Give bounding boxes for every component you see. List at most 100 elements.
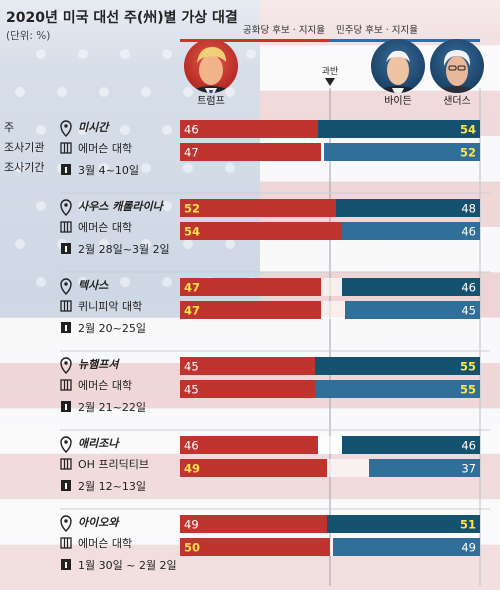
dem-bar bbox=[333, 538, 480, 556]
poll-period: 2월 12~13일 bbox=[78, 479, 146, 493]
matchup-row: 45 55 bbox=[180, 357, 480, 375]
calendar-mark bbox=[65, 246, 67, 252]
chart-title: 2020년 미국 대선 주(州)별 가상 대결 bbox=[6, 9, 238, 26]
dem-value-label: 54 bbox=[460, 123, 476, 137]
rep-legend-text: 공화당 후보 · 지지율 bbox=[243, 25, 325, 36]
calendar-icon bbox=[61, 243, 71, 254]
pollster-name: 에머슨 대학 bbox=[78, 379, 132, 392]
building-frame bbox=[60, 458, 72, 470]
rep-bar bbox=[180, 436, 318, 454]
pollster-name: 퀴니피악 대학 bbox=[78, 300, 142, 313]
row-label-pollster: 조사기관 bbox=[4, 141, 44, 154]
dem-value-label: 51 bbox=[460, 518, 476, 532]
rep-bar bbox=[180, 222, 342, 240]
rep-bar bbox=[180, 278, 321, 296]
building-frame bbox=[60, 300, 72, 312]
rep-bar bbox=[180, 120, 318, 138]
sanders-portrait bbox=[430, 39, 484, 93]
location-pin-dot bbox=[64, 361, 68, 365]
rep-bar bbox=[180, 459, 327, 477]
matchup-row: 46 46 bbox=[180, 436, 480, 454]
rep-value-label: 45 bbox=[184, 360, 199, 374]
calendar-mark bbox=[65, 404, 67, 410]
majority-marker bbox=[325, 78, 335, 86]
rep-value-label: 47 bbox=[184, 146, 199, 160]
building-frame bbox=[60, 537, 72, 549]
rep-value-label: 46 bbox=[184, 123, 199, 137]
state-name: 미시간 bbox=[78, 121, 110, 134]
building-icon bbox=[60, 221, 72, 233]
rep-value-label: 45 bbox=[184, 383, 199, 397]
rep-bar bbox=[180, 143, 321, 161]
dem-bar bbox=[327, 515, 480, 533]
dem-bar bbox=[336, 199, 480, 217]
unit-label: (단위: %) bbox=[6, 29, 50, 42]
state-name: 텍사스 bbox=[78, 279, 109, 292]
sanders-label: 샌더스 bbox=[443, 95, 471, 107]
rep-bar bbox=[180, 515, 327, 533]
location-pin-dot bbox=[64, 440, 68, 444]
dem-legend-text: 민주당 후보 · 지지율 bbox=[336, 25, 418, 36]
dem-value-label: 45 bbox=[461, 304, 476, 318]
building-icon bbox=[60, 458, 72, 470]
rep-value-label: 49 bbox=[184, 462, 200, 476]
poll-period: 1월 30일 ~ 2월 2일 bbox=[78, 558, 177, 572]
rep-bar bbox=[180, 357, 315, 375]
calendar-mark bbox=[65, 562, 67, 568]
matchup-row: 54 46 bbox=[180, 222, 480, 240]
location-pin-shape bbox=[60, 515, 72, 532]
dem-value-label: 55 bbox=[460, 360, 476, 374]
poll-period: 2월 20~25일 bbox=[78, 321, 146, 335]
dem-value-label: 46 bbox=[461, 439, 476, 453]
location-pin-icon bbox=[60, 120, 72, 137]
pollster-name: 에머슨 대학 bbox=[78, 221, 132, 234]
rep-value-label: 52 bbox=[184, 202, 200, 216]
dem-bar bbox=[315, 380, 480, 398]
location-pin-dot bbox=[64, 519, 68, 523]
matchup-row: 46 54 bbox=[180, 120, 480, 138]
matchup-row: 50 49 bbox=[180, 538, 480, 556]
location-pin-dot bbox=[64, 124, 68, 128]
matchup-row: 49 37 bbox=[180, 459, 480, 477]
building-icon bbox=[60, 142, 72, 154]
location-pin-shape bbox=[60, 199, 72, 216]
state-name: 애리조나 bbox=[78, 437, 120, 450]
poll-period: 2월 21~22일 bbox=[78, 400, 146, 414]
rep-value-label: 46 bbox=[184, 439, 199, 453]
rep-value-label: 49 bbox=[184, 518, 199, 532]
location-pin-icon bbox=[60, 278, 72, 295]
building-icon bbox=[60, 379, 72, 391]
pollster-name: 에머슨 대학 bbox=[78, 537, 132, 550]
location-pin-icon bbox=[60, 199, 72, 216]
dem-value-label: 52 bbox=[460, 146, 476, 160]
poll-period: 3월 4~10일 bbox=[78, 163, 139, 177]
building-frame bbox=[60, 221, 72, 233]
calendar-mark bbox=[65, 167, 67, 173]
location-pin-icon bbox=[60, 436, 72, 453]
matchup-row: 52 48 bbox=[180, 199, 480, 217]
biden-portrait bbox=[371, 39, 425, 93]
calendar-icon bbox=[61, 480, 71, 491]
rep-bar bbox=[180, 380, 315, 398]
building-icon bbox=[60, 300, 72, 312]
dem-value-label: 37 bbox=[461, 462, 476, 476]
pollster-name: 에머슨 대학 bbox=[78, 142, 132, 155]
dem-value-label: 55 bbox=[460, 383, 476, 397]
building-frame bbox=[60, 142, 72, 154]
dem-bar bbox=[369, 459, 480, 477]
dem-bar bbox=[342, 436, 480, 454]
poll-period: 2월 28일~3월 2일 bbox=[78, 242, 170, 256]
dem-bar bbox=[342, 222, 480, 240]
building-frame bbox=[60, 379, 72, 391]
state-name: 사우스 캐롤라이나 bbox=[78, 200, 165, 213]
rep-legend-line bbox=[180, 39, 330, 42]
location-pin-shape bbox=[60, 120, 72, 137]
matchup-row: 47 46 bbox=[180, 278, 480, 296]
location-pin-dot bbox=[64, 203, 68, 207]
pollster-name: OH 프리딕티브 bbox=[78, 458, 149, 471]
